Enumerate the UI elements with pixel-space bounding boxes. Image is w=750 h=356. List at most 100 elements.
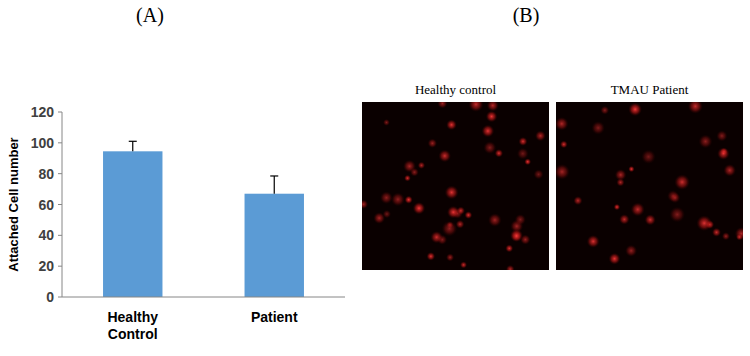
fluorescence-spot — [437, 102, 447, 109]
fluorescence-spot — [442, 221, 458, 237]
fluorescence-spot — [736, 234, 743, 241]
bar — [103, 151, 162, 297]
fluorescence-spot — [696, 215, 712, 231]
fluorescence-spot — [716, 130, 727, 141]
fluorescence-spot — [735, 227, 743, 240]
fluorescence-spot — [483, 141, 496, 154]
fluorescence-spot — [688, 102, 703, 114]
fluorescence-spot — [609, 253, 621, 265]
y-tick — [58, 204, 62, 205]
fluorescence-spot — [670, 192, 681, 203]
fluorescence-spot — [430, 231, 442, 243]
fluorescence-spot — [468, 102, 483, 112]
fluorescence-spot — [573, 196, 582, 205]
fluorescence-spot — [628, 166, 634, 172]
y-tick — [58, 173, 62, 174]
y-tick — [58, 266, 62, 267]
error-cap — [270, 175, 278, 176]
fluorescence-spot — [674, 174, 690, 190]
fluorescence-image — [556, 102, 743, 270]
fluorescence-spot — [418, 162, 426, 170]
fluorescence-spot — [619, 214, 630, 225]
fluorescence-spot — [447, 206, 460, 219]
fluorescence-spot — [495, 149, 504, 158]
fluorescence-spot — [486, 111, 498, 123]
fluorescence-spot — [488, 213, 502, 227]
fluorescence-spot — [511, 231, 522, 242]
x-tick-label: HealthyControl — [107, 309, 158, 342]
fluorescence-image — [362, 102, 549, 270]
x-tick-label: Patient — [251, 309, 298, 325]
fluorescence-spot — [628, 102, 642, 116]
fluorescence-spot — [560, 140, 568, 148]
fluorescence-spot — [438, 150, 451, 163]
fluorescence-spot — [669, 207, 685, 223]
error-bar — [270, 176, 278, 194]
fluorescence-spot — [446, 253, 454, 261]
fluorescence-spot — [518, 137, 527, 146]
y-tick-label: 80 — [38, 166, 54, 182]
fluorescence-spot — [587, 235, 600, 248]
fluorescence-spot — [510, 229, 523, 242]
fluorescence-spot — [456, 220, 465, 229]
fluorescence-spot — [446, 119, 457, 130]
bars — [103, 141, 304, 297]
x-axis — [62, 297, 345, 298]
fluorescence-spot — [362, 200, 368, 209]
fluorescence-spot — [524, 158, 531, 165]
error-bar — [129, 141, 137, 151]
fluorescence-spot — [614, 204, 621, 211]
image-background — [362, 102, 549, 270]
fluorescence-spot — [591, 121, 605, 135]
fluorescence-spot — [383, 210, 392, 219]
fluorescence-spot — [631, 202, 645, 216]
fluorescence-spot — [428, 138, 438, 148]
fluorescence-spot — [717, 147, 730, 160]
image-background — [556, 102, 743, 270]
image-label: TMAU Patient — [611, 82, 689, 97]
label-line: Healthy — [107, 309, 158, 325]
fluorescence-spot — [600, 106, 609, 115]
fluorescence-spot — [641, 149, 656, 164]
error-cap — [129, 141, 137, 142]
fluorescence-spot — [712, 228, 721, 237]
y-tick — [58, 235, 62, 236]
fluorescence-spot — [625, 245, 637, 257]
fluorescence-spot — [533, 169, 543, 179]
y-tick-label: 20 — [38, 258, 54, 274]
fluorescence-spot — [723, 164, 736, 177]
fluorescence-spot — [481, 125, 494, 138]
fluorescence-spot — [404, 175, 411, 182]
panel-label: (A) — [136, 4, 164, 27]
fluorescence-spot — [391, 192, 405, 206]
bar — [245, 194, 304, 297]
fluorescence-spot — [645, 214, 656, 225]
fluorescence-spot — [460, 261, 467, 268]
y-tick-label: 0 — [46, 289, 54, 305]
y-tick — [58, 297, 62, 298]
y-tick — [58, 112, 62, 113]
fluorescence-spot — [445, 185, 459, 199]
fluorescence-spot — [535, 130, 546, 141]
fluorescence-spot — [413, 202, 426, 215]
y-tick-label: 60 — [38, 197, 54, 213]
y-tick-label: 40 — [38, 227, 54, 243]
fluorescence-spot — [556, 117, 569, 131]
y-tick-label: 100 — [31, 135, 55, 151]
fluorescence-spot — [505, 244, 513, 252]
fluorescence-spot — [616, 178, 624, 186]
fluorescence-spot — [487, 102, 499, 112]
fluorescence-spot — [722, 232, 730, 240]
fluorescence-spot — [506, 265, 515, 270]
fluorescence-spot — [464, 211, 472, 219]
image-label: Healthy control — [415, 82, 497, 97]
error-stem — [274, 176, 275, 194]
label-line: Patient — [251, 309, 298, 325]
fluorescence-spot — [517, 148, 529, 160]
label-line: Control — [108, 326, 158, 342]
y-tick — [58, 142, 62, 143]
y-tick-label: 120 — [31, 104, 55, 120]
fluorescence-spot — [699, 134, 713, 148]
fluorescence-spot — [556, 164, 570, 180]
fluorescence-spot — [515, 214, 526, 225]
